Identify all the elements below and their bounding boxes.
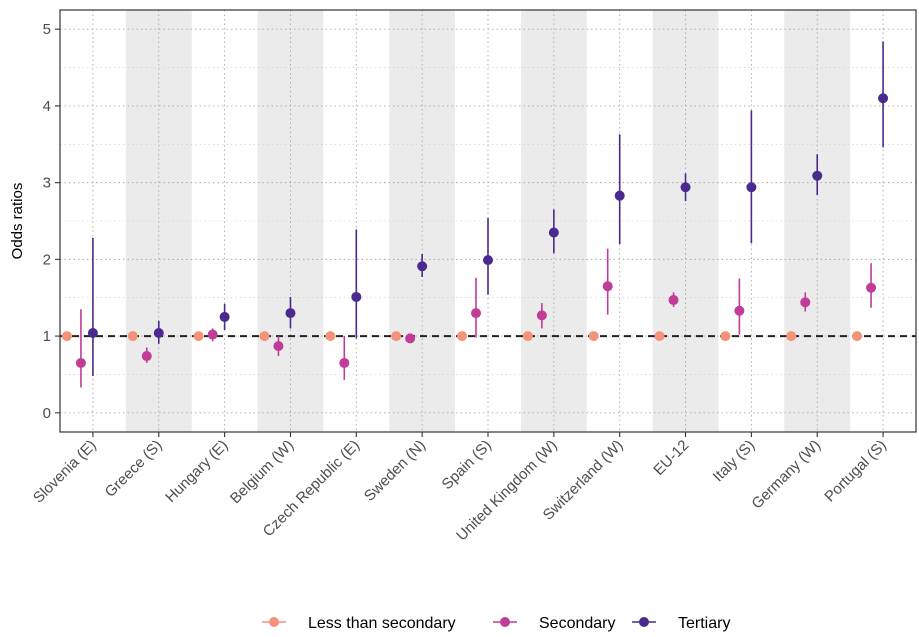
point-switzerland-w: [614, 190, 625, 201]
point-switzerland-w: [588, 331, 599, 342]
legend-item-secondary: Secondary: [493, 615, 616, 632]
legend-key-dot: [500, 617, 510, 627]
point-spain-s: [457, 331, 467, 342]
x-tick-label: Hungary (E): [162, 437, 231, 506]
point-czech-republic-e: [351, 291, 362, 302]
y-tick-label: 5: [43, 21, 51, 38]
series-secondary: [75, 248, 877, 388]
point-greece-s: [153, 328, 164, 339]
legend: Less than secondary Secondary Tertiary: [262, 615, 730, 632]
point-italy-s: [720, 331, 731, 342]
point-eu-12: [680, 182, 691, 193]
y-axis-label: Odds ratios: [9, 183, 26, 260]
x-tick-label: Italy (S): [710, 437, 759, 486]
point-belgium-w: [285, 308, 296, 319]
point-united-kingdom-w: [548, 227, 559, 238]
point-italy-s: [734, 305, 745, 316]
point-sweden-n: [391, 331, 402, 342]
x-tick-label: EU-12: [650, 437, 692, 479]
point-united-kingdom-w: [522, 331, 533, 342]
x-tick-label: Portugal (S): [821, 437, 890, 506]
point-sweden-n: [417, 261, 428, 272]
point-hungary-e: [193, 331, 204, 342]
point-greece-s: [127, 331, 138, 342]
point-belgium-w: [259, 331, 270, 342]
point-eu-12: [668, 295, 679, 306]
x-tick-label: Sweden (N): [361, 437, 429, 505]
point-hungary-e: [219, 311, 230, 322]
y-tick-label: 2: [43, 251, 51, 268]
x-tick-label: Slovenia (E): [30, 437, 100, 507]
point-czech-republic-e: [339, 357, 350, 368]
point-germany-w: [786, 331, 797, 342]
x-tick-label: Greece (S): [102, 437, 166, 501]
y-tick-label: 0: [43, 405, 51, 422]
legend-key-dot: [639, 617, 649, 627]
legend-label: Secondary: [539, 615, 616, 632]
x-tick-label: Belgium (W): [227, 437, 297, 507]
y-tick-label: 1: [43, 328, 51, 345]
point-spain-s: [483, 255, 493, 266]
point-switzerland-w: [602, 281, 613, 292]
point-greece-s: [141, 351, 152, 362]
point-spain-s: [471, 308, 481, 319]
series-tertiary: [87, 41, 889, 376]
point-belgium-w: [273, 341, 284, 352]
point-italy-s: [746, 182, 757, 193]
point-slovenia-e: [61, 331, 72, 342]
data-marks: [61, 41, 889, 388]
x-tick-label: Germany (W): [748, 437, 824, 513]
x-tick-label: Spain (S): [439, 437, 495, 493]
x-axis: Slovenia (E) Greece (S)Hungary (E)Belgium…: [30, 432, 890, 544]
point-sweden-n: [405, 333, 416, 344]
point-germany-w: [812, 170, 823, 181]
point-portugal-s: [852, 331, 863, 342]
legend-label: Less than secondary: [308, 615, 456, 632]
series-less-than-secondary: [61, 331, 863, 342]
point-slovenia-e: [87, 328, 98, 339]
point-germany-w: [800, 297, 811, 308]
point-eu-12: [654, 331, 665, 342]
legend-item-tertiary: Tertiary: [632, 615, 730, 632]
point-slovenia-e: [75, 357, 86, 368]
legend-label: Tertiary: [678, 615, 730, 632]
y-tick-label: 3: [43, 175, 51, 192]
legend-item-less-than-secondary: Less than secondary: [262, 615, 456, 632]
point-united-kingdom-w: [536, 310, 547, 321]
point-portugal-s: [878, 93, 889, 104]
y-axis: 0 1 2 3 4 5: [43, 21, 60, 422]
legend-key-dot: [269, 617, 279, 627]
point-hungary-e: [207, 329, 218, 340]
point-czech-republic-e: [325, 331, 336, 342]
point-portugal-s: [866, 282, 877, 293]
y-tick-label: 4: [43, 98, 51, 115]
